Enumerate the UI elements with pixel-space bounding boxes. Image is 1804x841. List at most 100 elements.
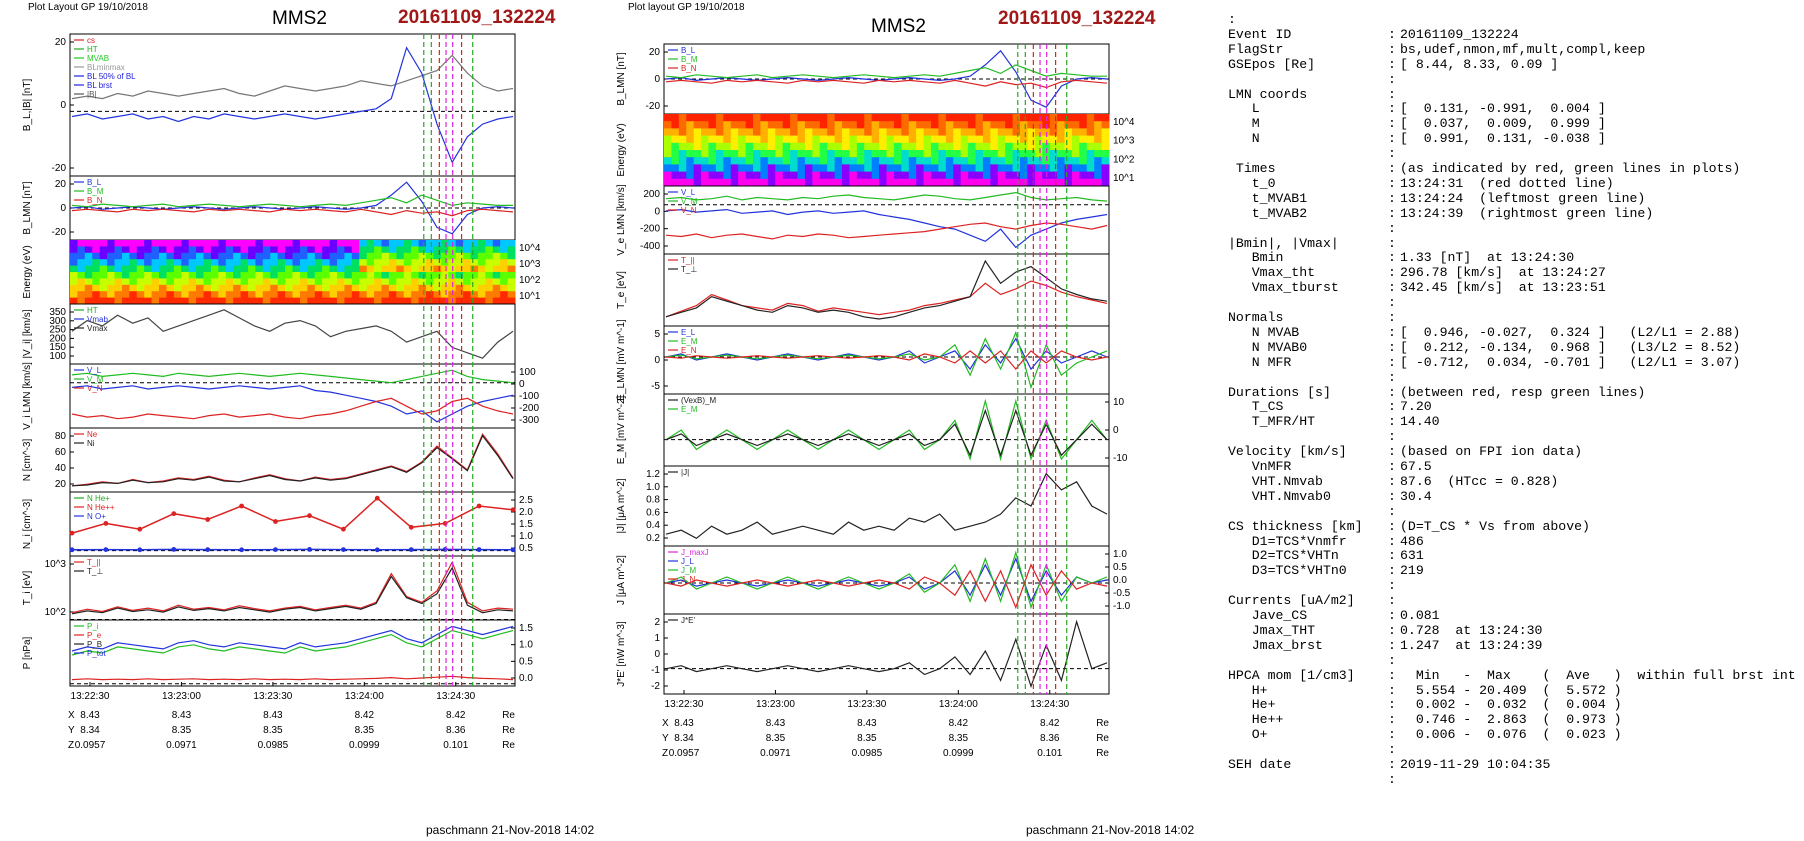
heatmap-cell	[671, 135, 680, 144]
heatmap-cell	[827, 150, 836, 158]
heatmap-cell	[151, 259, 160, 267]
heatmap-cell	[374, 272, 382, 279]
summary-colon: :	[1388, 310, 1396, 325]
heatmap-cell	[730, 171, 739, 180]
heatmap-cell	[1086, 135, 1095, 144]
heatmap-cell	[107, 246, 115, 254]
heatmap-cell	[856, 171, 865, 180]
heatmap-cell	[738, 135, 747, 144]
heatmap-cell	[203, 240, 212, 247]
heatmap-cell	[953, 142, 962, 151]
heatmap-cell	[299, 259, 308, 267]
legend-label: |B|	[87, 90, 97, 99]
heatmap-cell	[285, 278, 293, 286]
panel-ylabel: V_i LMN [km/s]	[22, 362, 33, 430]
heatmap-cell	[270, 252, 279, 260]
heatmap-cell	[159, 278, 167, 286]
heatmap-cell	[938, 135, 947, 144]
heatmap-cell	[129, 291, 138, 299]
heatmap-cell	[1094, 178, 1103, 187]
heatmap-cell	[856, 128, 865, 137]
heatmap-cell	[188, 278, 197, 286]
summary-value: (based on FPI ion data)	[1400, 444, 1583, 460]
heatmap-cell	[842, 178, 850, 187]
coord-value: 8.35	[766, 733, 786, 744]
heatmap-cell	[767, 171, 776, 180]
summary-colon: :	[1388, 622, 1396, 638]
legend-label: N He++	[87, 503, 115, 512]
heatmap-cell	[159, 297, 167, 305]
heatmap-cell	[886, 121, 895, 129]
heatmap-cell	[492, 259, 501, 267]
heatmap-cell	[366, 246, 375, 254]
heatmap-cell	[775, 135, 784, 144]
heatmap-cell	[931, 157, 939, 165]
heatmap-cell	[842, 142, 850, 151]
series-point	[341, 526, 346, 532]
heatmap-cell	[782, 121, 791, 129]
heatmap-cell	[144, 297, 153, 305]
heatmap-cell	[225, 297, 234, 305]
heatmap-cell	[1034, 114, 1043, 122]
heatmap-cell	[448, 278, 457, 286]
legend-label: B_L	[87, 178, 102, 187]
heatmap-cell	[121, 259, 130, 267]
heatmap-cell	[292, 252, 301, 260]
heatmap-cell	[753, 171, 761, 180]
heatmap-cell	[708, 150, 717, 158]
heatmap-cell	[819, 128, 828, 137]
summary-value: [ 0.991, 0.131, -0.038 ]	[1400, 131, 1606, 147]
heatmap-cell	[708, 164, 717, 173]
heatmap-cell	[1027, 114, 1036, 122]
heatmap-cell	[1020, 150, 1028, 158]
summary-value: 13:24:24 (leftmost green line)	[1400, 190, 1646, 206]
heatmap-cell	[351, 252, 360, 260]
heatmap-cell	[1049, 121, 1058, 129]
heatmap-cell	[1049, 157, 1058, 165]
heatmap-cell	[470, 297, 479, 305]
heatmap-cell	[960, 171, 969, 180]
heatmap-cell	[218, 284, 227, 292]
heatmap-cell	[477, 246, 486, 254]
heatmap-cell	[730, 150, 739, 158]
heatmap-cell	[827, 142, 836, 151]
heatmap-cell	[173, 297, 182, 305]
heatmap-cell	[701, 142, 709, 151]
summary-colon: :	[1388, 503, 1396, 519]
heatmap-cell	[834, 128, 843, 137]
heatmap-cell	[114, 297, 123, 305]
heatmap-cell	[70, 291, 78, 299]
heatmap-cell	[240, 272, 249, 279]
coord-unit: Re	[502, 740, 515, 751]
heatmap-cell	[738, 178, 747, 187]
heatmap-cell	[396, 265, 405, 273]
summary-key: Jmax_brst	[1228, 637, 1323, 653]
heatmap-cell	[426, 240, 434, 247]
heatmap-cell	[159, 252, 167, 260]
heatmap-cell	[344, 240, 353, 247]
heatmap-cell	[701, 128, 709, 137]
heatmap-cell	[938, 128, 947, 137]
heatmap-cell	[1086, 121, 1095, 129]
heatmap-cell	[797, 121, 806, 129]
heatmap-cell	[945, 135, 954, 144]
heatmap-cell	[388, 259, 397, 267]
heatmap-cell	[671, 150, 680, 158]
heatmap-cell	[953, 157, 962, 165]
heatmap-cell	[144, 272, 153, 279]
heatmap-cell	[782, 157, 791, 165]
heatmap-cell	[166, 291, 175, 299]
heatmap-cell	[886, 178, 895, 187]
heatmap-cell	[812, 121, 821, 129]
heatmap-cell	[1057, 135, 1065, 144]
heatmap-cell	[715, 114, 724, 122]
heatmap-cell	[270, 246, 279, 254]
heatmap-cell	[745, 157, 754, 165]
heatmap-cell	[114, 291, 123, 299]
heatmap-cell	[997, 121, 1006, 129]
heatmap-cell	[893, 157, 902, 165]
heatmap-cell	[990, 135, 999, 144]
